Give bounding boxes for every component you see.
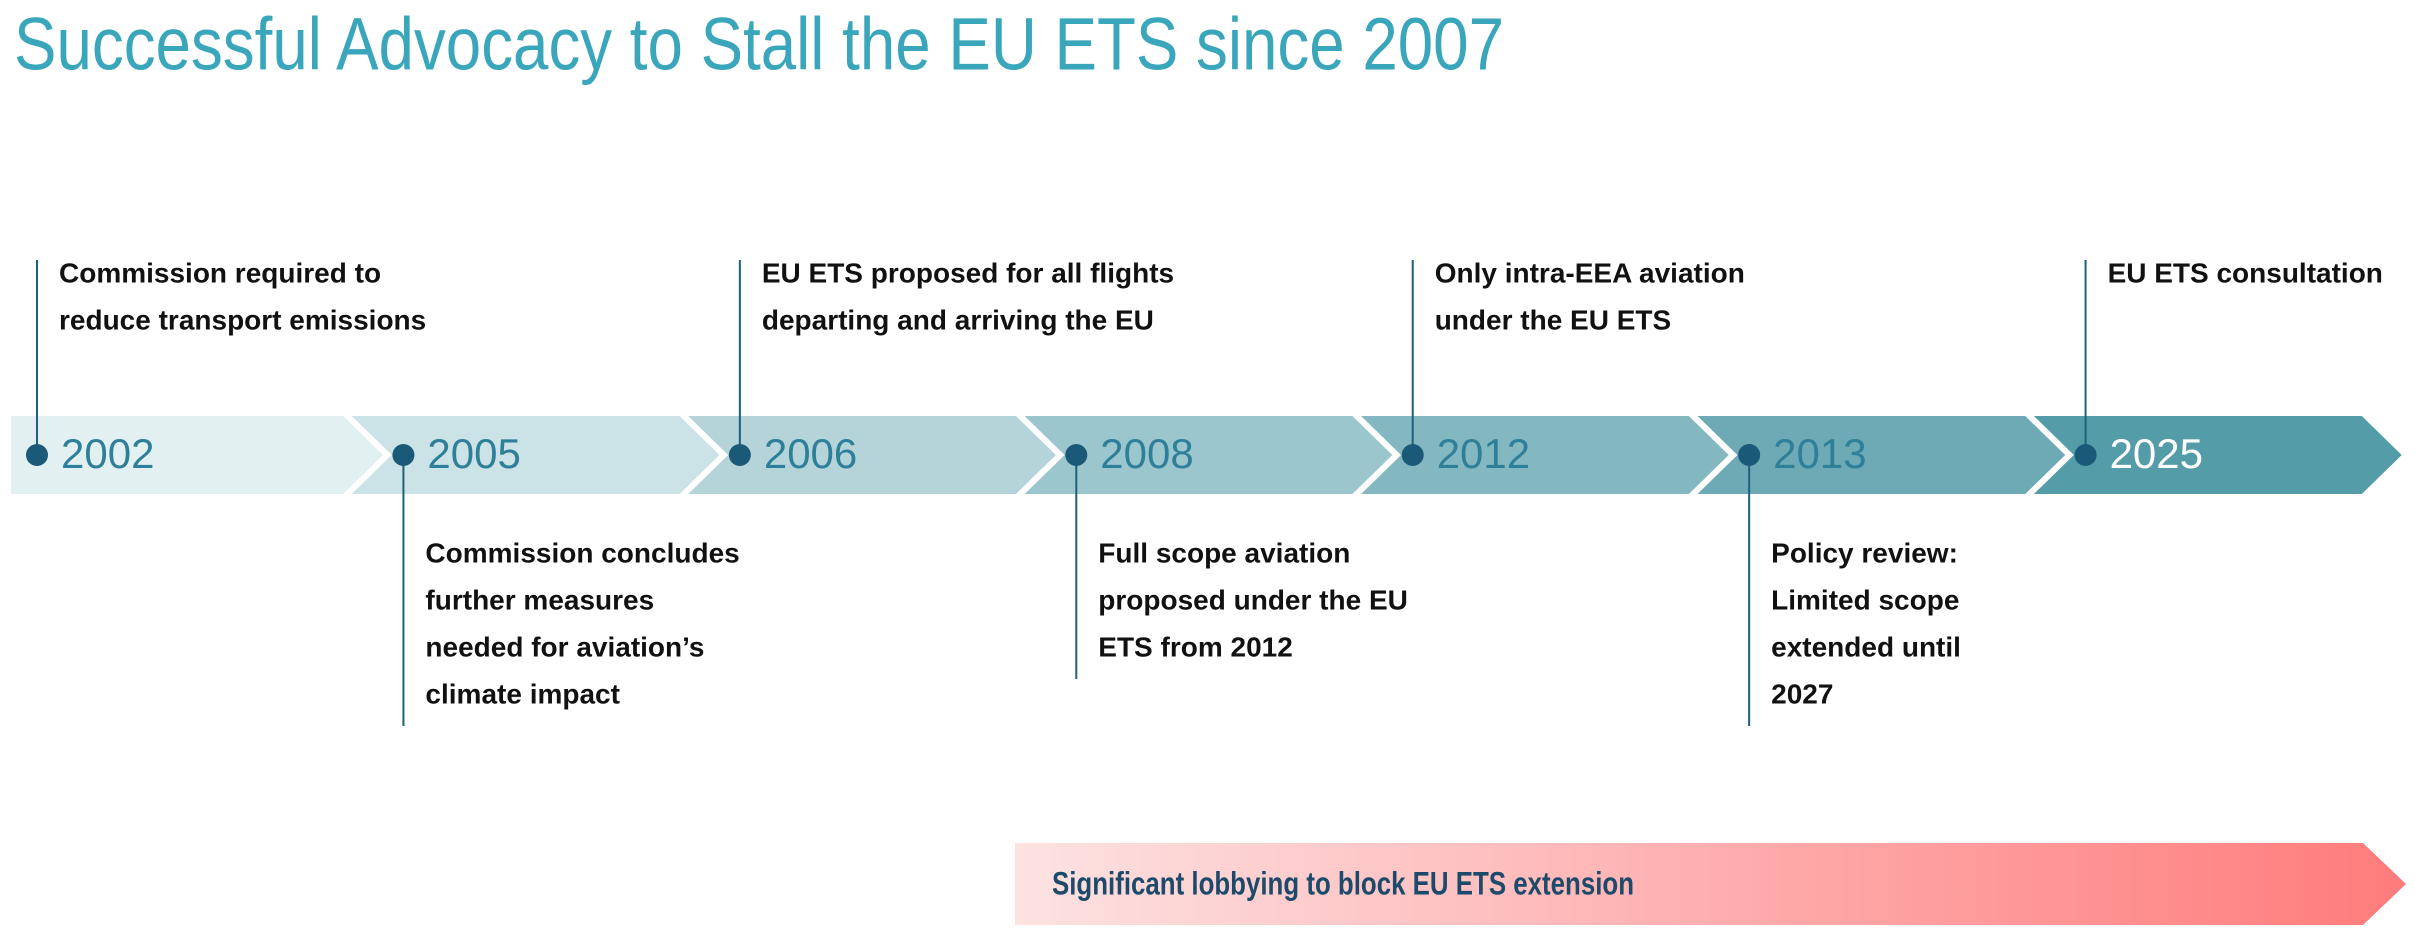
- event-text: proposed under the EU: [1098, 584, 1408, 615]
- event-text: Limited scope: [1771, 584, 1959, 615]
- dot: [392, 444, 415, 466]
- year: 2002: [61, 430, 154, 477]
- year: 2025: [2110, 430, 2203, 477]
- event-text: Commission concludes: [425, 537, 739, 568]
- title: Successful Advocacy to Stall the EU ETS …: [14, 3, 1504, 86]
- event-text: Full scope aviation: [1098, 537, 1350, 568]
- dot: [2074, 444, 2097, 466]
- event-text: further measures: [425, 584, 654, 615]
- lobbying-bar: [1015, 843, 2406, 925]
- dot: [1065, 444, 1088, 466]
- year: 2005: [427, 430, 520, 477]
- event-text: EU ETS consultation: [2108, 257, 2383, 288]
- year: 2008: [1100, 430, 1193, 477]
- event-text: extended until: [1771, 631, 1961, 662]
- event-text: Policy review:: [1771, 537, 1958, 568]
- event-text: Commission required to: [59, 257, 381, 288]
- dot: [728, 444, 751, 466]
- dot: [1401, 444, 1424, 466]
- event-text: needed for aviation’s: [425, 631, 704, 662]
- lobbying-label: Significant lobbying to block EU ETS ext…: [1052, 865, 1634, 901]
- event-text: ETS from 2012: [1098, 631, 1293, 662]
- year: 2012: [1437, 430, 1530, 477]
- year: 2013: [1773, 430, 1866, 477]
- timeline-segment: [2019, 410, 2411, 500]
- year: 2006: [764, 430, 857, 477]
- event-text: climate impact: [425, 678, 620, 709]
- event-text: Only intra-EEA aviation: [1435, 257, 1745, 288]
- event-text: EU ETS proposed for all flights: [762, 257, 1174, 288]
- event-text: reduce transport emissions: [59, 304, 426, 335]
- dot: [26, 444, 48, 466]
- event-text: departing and arriving the EU: [762, 304, 1154, 335]
- event-text: under the EU ETS: [1435, 304, 1671, 335]
- event-text: 2027: [1771, 678, 1833, 709]
- dot: [1738, 444, 1761, 466]
